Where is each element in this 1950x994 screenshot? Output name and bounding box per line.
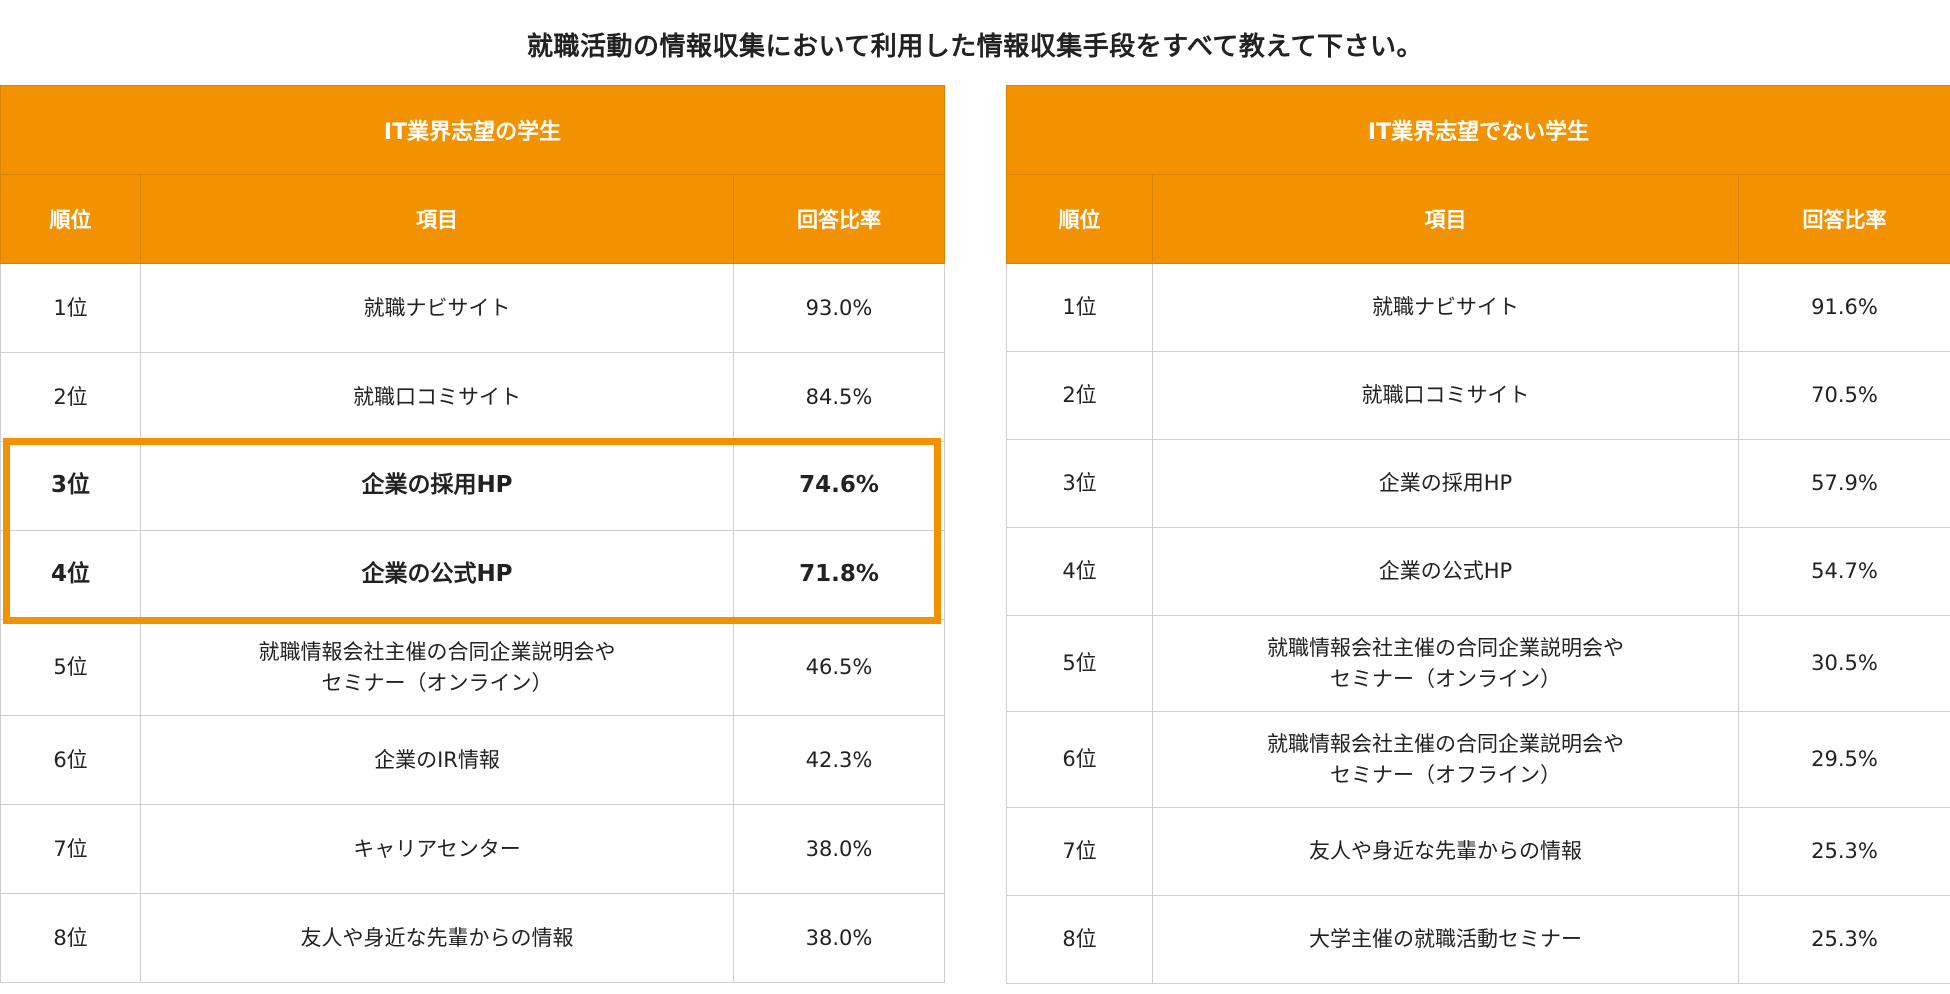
rank-cell: 1位 (1006, 263, 1153, 352)
table-row: 8位 友人や身近な先輩からの情報 38.0% (0, 893, 945, 983)
ratio-cell: 25.3% (1737, 895, 1950, 984)
ratio-cell: 38.0% (733, 804, 945, 894)
table-row: 7位 友人や身近な先輩からの情報 25.3% (1006, 807, 1950, 896)
table-row: 2位 就職口コミサイト 84.5% (0, 352, 945, 442)
table-panel-it-aspiring: IT業界志望の学生 順位 項目 回答比率 1位 就職ナビサイト 93.0% 2位 就職口… (0, 85, 945, 983)
ratio-cell: 84.5% (733, 352, 945, 442)
table-row: 3位 企業の採用HP 74.6% (0, 441, 945, 531)
item-cell: 就職情報会社主催の合同企業説明会や セミナー（オンライン） (140, 619, 734, 716)
rank-cell: 6位 (0, 715, 141, 805)
item-cell: 企業のIR情報 (140, 715, 734, 805)
rank-cell: 1位 (0, 263, 141, 353)
ratio-cell: 74.6% (733, 441, 945, 531)
rank-cell: 8位 (1006, 895, 1153, 984)
table-row: 4位 企業の公式HP 54.7% (1006, 527, 1950, 616)
column-header-item: 項目 (140, 174, 734, 264)
ratio-cell: 93.0% (733, 263, 945, 353)
table-title: IT業界志望の学生 (0, 85, 945, 175)
item-cell: 大学主催の就職活動セミナー (1152, 895, 1739, 984)
rank-cell: 5位 (1006, 615, 1153, 712)
column-header-ratio: 回答比率 (733, 174, 945, 264)
table-panel-non-it-aspiring: IT業界志望でない学生 順位 項目 回答比率 1位 就職ナビサイト 91.6% 2位就… (1005, 85, 1950, 984)
ratio-cell: 70.5% (1737, 351, 1950, 440)
item-cell: 就職ナビサイト (1152, 263, 1739, 352)
table-row: 8位 大学主催の就職活動セミナー 25.3% (1006, 895, 1950, 984)
item-cell: 友人や身近な先輩からの情報 (1152, 807, 1739, 896)
item-cell: 就職ナビサイト (140, 263, 734, 353)
rank-cell: 3位 (1006, 439, 1153, 528)
item-cell: キャリアセンター (140, 804, 734, 894)
ratio-cell: 25.3% (1737, 807, 1950, 896)
table-row: 5位 就職情報会社主催の合同企業説明会や セミナー（オンライン） 46.5% (0, 619, 945, 716)
column-header-rank: 順位 (1006, 174, 1153, 264)
table-row: 5位 就職情報会社主催の合同企業説明会や セミナー（オンライン） 30.5% (1006, 615, 1950, 712)
item-cell: 就職情報会社主催の合同企業説明会や セミナー（オンライン） (1152, 615, 1739, 712)
ratio-cell: 46.5% (733, 619, 945, 716)
rank-cell: 7位 (1006, 807, 1153, 896)
ratio-cell: 29.5% (1737, 711, 1950, 808)
item-cell: 企業の採用HP (140, 441, 734, 531)
table-row: 1位 就職ナビサイト 93.0% (0, 263, 945, 353)
table-row: 6位 企業のIR情報 42.3% (0, 715, 945, 805)
rank-cell: 8位 (0, 893, 141, 983)
ratio-cell: 57.9% (1737, 439, 1950, 528)
rank-cell: 5位 (0, 619, 141, 716)
column-header-ratio: 回答比率 (1737, 174, 1950, 264)
rank-cell: 4位 (1006, 527, 1153, 616)
item-cell: 企業の公式HP (140, 530, 734, 620)
table-title: IT業界志望でない学生 (1005, 85, 1950, 175)
rank-cell: 6位 (1006, 711, 1153, 808)
ratio-cell: 91.6% (1737, 263, 1950, 352)
table-row: 7位 キャリアセンター 38.0% (0, 804, 945, 894)
table-row: 4位 企業の公式HP 71.8% (0, 530, 945, 620)
rank-cell: 3位 (0, 441, 141, 531)
rank-cell: 2位 (1006, 351, 1153, 440)
rank-cell: 7位 (0, 804, 141, 894)
ratio-cell: 54.7% (1737, 527, 1950, 616)
ranking-table-non-it-aspiring: IT業界志望でない学生 順位 項目 回答比率 1位 就職ナビサイト 91.6% 2位就… (1005, 85, 1950, 984)
item-cell: 企業の採用HP (1152, 439, 1739, 528)
item-cell: 企業の公式HP (1152, 527, 1739, 616)
table-row: 6位 就職情報会社主催の合同企業説明会や セミナー（オフライン） 29.5% (1006, 711, 1950, 808)
column-header-item: 項目 (1152, 174, 1739, 264)
table-row: 2位 就職口コミサイト 70.5% (1006, 351, 1950, 440)
ratio-cell: 30.5% (1737, 615, 1950, 712)
ranking-table-it-aspiring: IT業界志望の学生 順位 項目 回答比率 1位 就職ナビサイト 93.0% 2位 就職口… (0, 85, 945, 983)
rank-cell: 4位 (0, 530, 141, 620)
ratio-cell: 71.8% (733, 530, 945, 620)
ratio-cell: 42.3% (733, 715, 945, 805)
table-row: 1位 就職ナビサイト 91.6% (1006, 263, 1950, 352)
item-cell: 就職口コミサイト (140, 352, 734, 442)
rank-cell: 2位 (0, 352, 141, 442)
page-title: 就職活動の情報収集において利用した情報収集手段をすべて教えて下さい。 (526, 32, 1424, 62)
item-cell: 友人や身近な先輩からの情報 (140, 893, 734, 983)
table-row: 3位 企業の採用HP 57.9% (1006, 439, 1950, 528)
ratio-cell: 38.0% (733, 893, 945, 983)
item-cell: 就職口コミサイト (1152, 351, 1739, 440)
column-header-rank: 順位 (0, 174, 141, 264)
item-cell: 就職情報会社主催の合同企業説明会や セミナー（オフライン） (1152, 711, 1739, 808)
